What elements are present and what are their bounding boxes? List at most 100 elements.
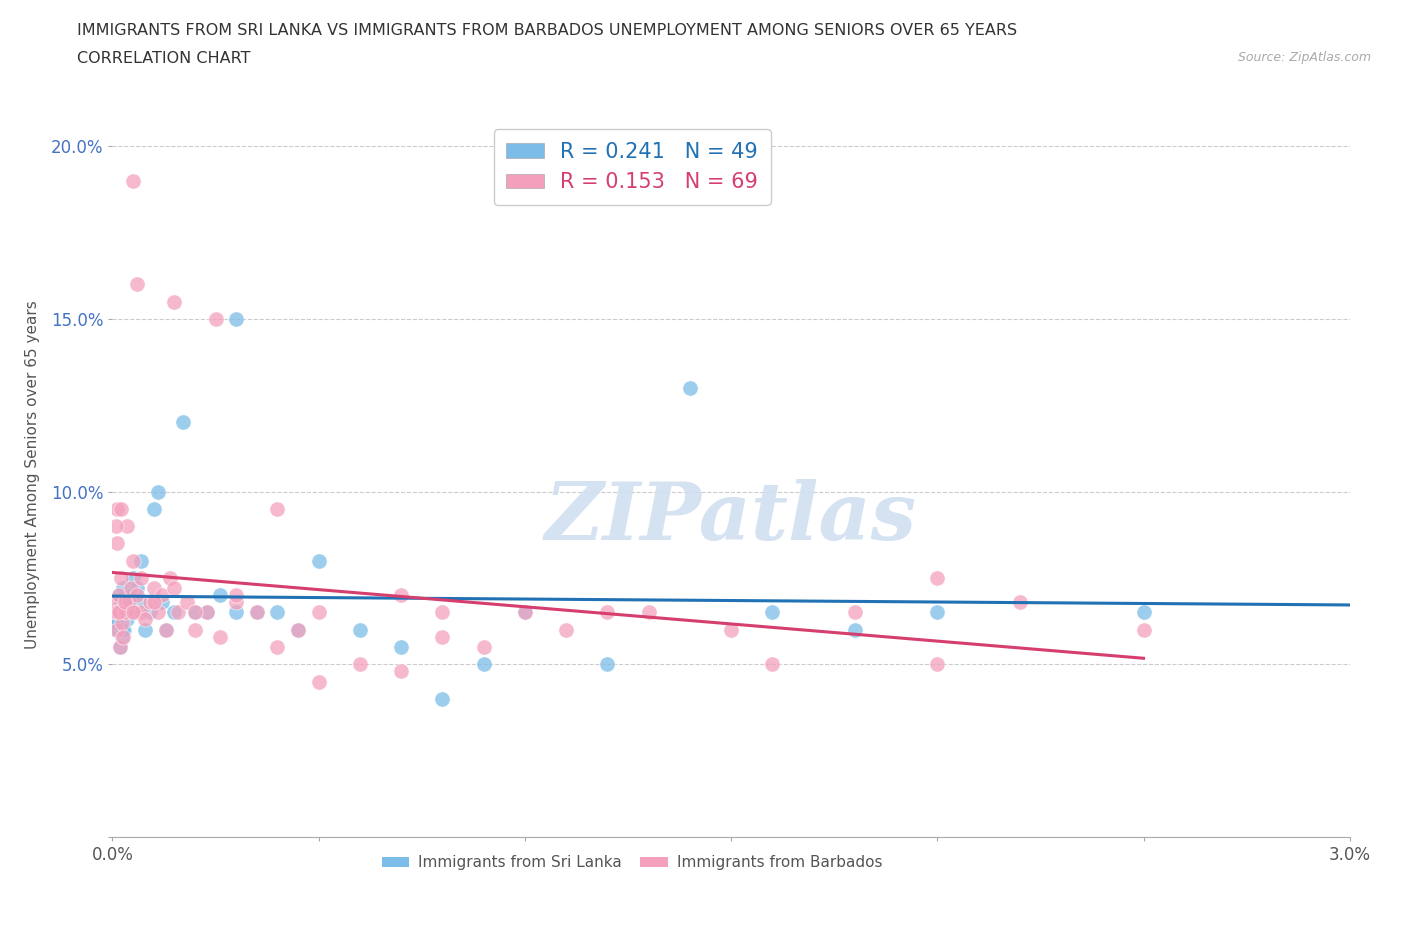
Point (105, 605, 128, 620)
Point (927, 605, 949, 620)
Point (104, 594, 127, 609)
Point (927, 657, 949, 671)
Point (127, 588, 149, 603)
Point (184, 605, 207, 620)
Point (134, 612, 156, 627)
Point (266, 501, 288, 516)
Point (844, 605, 866, 620)
Point (111, 630, 134, 644)
Point (349, 622, 371, 637)
Point (108, 605, 131, 620)
Point (266, 640, 288, 655)
Point (1132, 605, 1154, 620)
Point (208, 630, 231, 644)
Point (142, 501, 165, 516)
Point (432, 691, 454, 706)
Point (432, 630, 454, 644)
Point (111, 581, 134, 596)
Point (596, 605, 619, 620)
Point (122, 570, 145, 585)
Point (389, 640, 412, 655)
Point (107, 616, 129, 631)
Text: Source: ZipAtlas.com: Source: ZipAtlas.com (1237, 51, 1371, 64)
Point (308, 553, 330, 568)
Point (122, 553, 145, 568)
Point (184, 605, 207, 620)
Point (472, 657, 495, 671)
Point (138, 605, 160, 620)
Point (146, 485, 169, 499)
Point (107, 622, 129, 637)
Point (266, 605, 288, 620)
Point (110, 616, 132, 631)
Point (513, 605, 536, 620)
Point (138, 594, 160, 609)
Legend: Immigrants from Sri Lanka, Immigrants from Barbados: Immigrants from Sri Lanka, Immigrants fr… (375, 849, 889, 876)
Point (225, 312, 247, 326)
Point (127, 277, 149, 292)
Point (107, 588, 129, 603)
Point (246, 605, 269, 620)
Point (122, 605, 145, 620)
Point (163, 294, 186, 309)
Point (108, 640, 131, 655)
Point (131, 605, 153, 620)
Point (128, 594, 150, 609)
Point (761, 605, 783, 620)
Point (131, 553, 153, 568)
Point (110, 594, 132, 609)
Point (107, 605, 129, 620)
Point (115, 612, 138, 627)
Point (246, 605, 269, 620)
Point (120, 588, 142, 603)
Point (150, 594, 173, 609)
Point (172, 415, 194, 430)
Point (114, 605, 136, 620)
Point (308, 605, 330, 620)
Point (103, 605, 125, 620)
Point (105, 501, 128, 516)
Point (114, 605, 136, 620)
Point (112, 622, 135, 637)
Point (163, 605, 186, 620)
Point (111, 622, 134, 637)
Point (513, 605, 536, 620)
Point (124, 605, 146, 620)
Point (155, 622, 177, 637)
Point (195, 605, 218, 620)
Point (287, 622, 309, 637)
Text: IMMIGRANTS FROM SRI LANKA VS IMMIGRANTS FROM BARBADOS UNEMPLOYMENT AMONG SENIORS: IMMIGRANTS FROM SRI LANKA VS IMMIGRANTS … (77, 23, 1018, 38)
Point (142, 581, 165, 596)
Point (308, 674, 330, 689)
Point (225, 588, 247, 603)
Point (761, 657, 783, 671)
Point (720, 622, 742, 637)
Point (114, 594, 136, 609)
Point (105, 622, 128, 637)
Point (287, 622, 309, 637)
Point (389, 588, 412, 603)
Point (176, 594, 198, 609)
Point (115, 519, 138, 534)
Point (110, 570, 132, 585)
Point (118, 594, 141, 609)
Point (110, 501, 132, 516)
Point (146, 605, 169, 620)
Point (122, 173, 145, 188)
Point (150, 588, 173, 603)
Point (184, 622, 207, 637)
Point (844, 622, 866, 637)
Y-axis label: Unemployment Among Seniors over 65 years: Unemployment Among Seniors over 65 years (25, 300, 39, 649)
Point (127, 581, 149, 596)
Text: CORRELATION CHART: CORRELATION CHART (77, 51, 250, 66)
Text: ZIPatlas: ZIPatlas (546, 479, 917, 556)
Point (134, 622, 156, 637)
Point (195, 605, 218, 620)
Point (1008, 594, 1031, 609)
Point (208, 588, 231, 603)
Point (108, 640, 131, 655)
Point (118, 594, 141, 609)
Point (120, 581, 142, 596)
Point (225, 605, 247, 620)
Point (104, 519, 127, 534)
